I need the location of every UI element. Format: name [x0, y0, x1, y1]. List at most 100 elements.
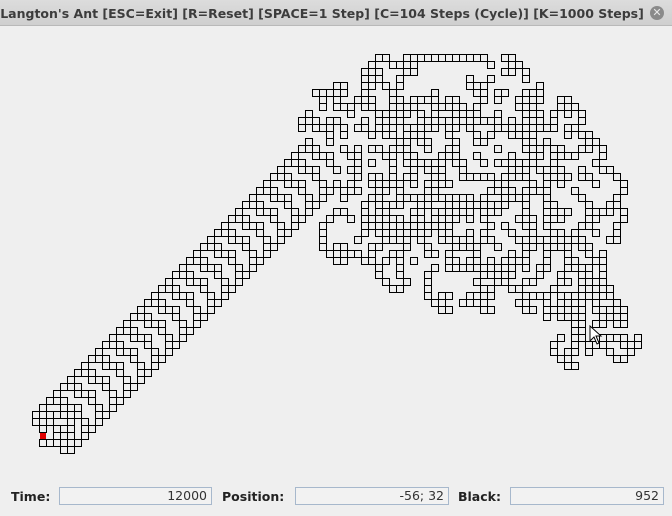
black-cell	[459, 201, 467, 209]
black-cell	[130, 355, 138, 363]
black-cell	[410, 229, 418, 237]
black-cell	[165, 348, 173, 356]
black-cell	[319, 103, 327, 111]
black-cell	[494, 89, 502, 97]
black-cell	[186, 271, 194, 279]
black-cell	[585, 173, 593, 181]
black-cell	[445, 292, 453, 300]
black-cell	[340, 257, 348, 265]
black-cell	[102, 355, 110, 363]
black-cell	[557, 166, 565, 174]
black-cell	[60, 425, 68, 433]
black-cell	[522, 278, 530, 286]
black-cell	[522, 222, 530, 230]
black-cell	[599, 271, 607, 279]
black-cell	[368, 257, 376, 265]
black-cell	[501, 68, 509, 76]
position-label: Position:	[222, 489, 285, 504]
black-cell	[312, 117, 320, 125]
black-cell	[515, 285, 523, 293]
black-cell	[571, 124, 579, 132]
black-cell	[46, 411, 54, 419]
black-cell	[473, 152, 481, 160]
black-cell	[368, 159, 376, 167]
black-cell	[354, 159, 362, 167]
black-cell	[557, 103, 565, 111]
black-cell	[585, 348, 593, 356]
black-cell	[473, 257, 481, 265]
black-cell	[459, 166, 467, 174]
black-cell	[529, 243, 537, 251]
black-cell	[256, 201, 264, 209]
black-cell	[67, 425, 75, 433]
black-cell	[578, 327, 586, 335]
black-cell	[347, 250, 355, 258]
black-cell	[606, 236, 614, 244]
black-cell	[200, 243, 208, 251]
black-cell	[67, 446, 75, 454]
black-cell	[501, 159, 509, 167]
black-cell	[249, 264, 257, 272]
black-cell	[207, 292, 215, 300]
black-cell	[445, 264, 453, 272]
black-cell	[235, 236, 243, 244]
black-cell	[298, 187, 306, 195]
close-icon[interactable]: ✕	[650, 6, 664, 20]
black-cell	[389, 145, 397, 153]
black-cell	[431, 208, 439, 216]
black-cell	[515, 61, 523, 69]
black-cell	[550, 201, 558, 209]
black-cell	[396, 285, 404, 293]
black-cell	[382, 117, 390, 125]
black-cell	[438, 152, 446, 160]
black-cell	[529, 278, 537, 286]
black-cell	[200, 313, 208, 321]
black-cell	[151, 292, 159, 300]
black-cell	[109, 362, 117, 370]
black-cell	[291, 159, 299, 167]
black-cell	[242, 215, 250, 223]
black-cell	[375, 208, 383, 216]
black-cell	[543, 257, 551, 265]
black-cell	[529, 180, 537, 188]
black-cell	[606, 208, 614, 216]
black-cell	[564, 124, 572, 132]
black-cell	[32, 411, 40, 419]
ant-grid-canvas[interactable]	[0, 27, 672, 480]
black-cell	[382, 187, 390, 195]
black-cell	[613, 194, 621, 202]
black-cell	[599, 264, 607, 272]
black-cell	[564, 278, 572, 286]
black-cell	[74, 411, 82, 419]
black-cell	[529, 145, 537, 153]
black-cell	[417, 194, 425, 202]
black-cell	[536, 145, 544, 153]
black-cell	[452, 159, 460, 167]
black-cell	[158, 306, 166, 314]
black-cell	[340, 194, 348, 202]
black-cell	[130, 327, 138, 335]
black-cell	[165, 334, 173, 342]
black-cell	[60, 397, 68, 405]
black-cell	[319, 180, 327, 188]
black-cell	[277, 222, 285, 230]
black-cell	[494, 243, 502, 251]
black-cell	[39, 439, 47, 447]
black-cell	[158, 355, 166, 363]
black-cell	[480, 96, 488, 104]
black-cell	[480, 264, 488, 272]
black-cell	[305, 201, 313, 209]
black-cell	[410, 208, 418, 216]
black-cell	[410, 166, 418, 174]
black-cell	[473, 250, 481, 258]
black-cell	[298, 166, 306, 174]
black-cell	[508, 124, 516, 132]
black-cell	[522, 89, 530, 97]
black-cell	[375, 229, 383, 237]
black-cell	[445, 201, 453, 209]
black-cell	[578, 264, 586, 272]
black-cell	[515, 215, 523, 223]
black-cell	[151, 362, 159, 370]
black-cell	[529, 103, 537, 111]
black-cell	[361, 215, 369, 223]
